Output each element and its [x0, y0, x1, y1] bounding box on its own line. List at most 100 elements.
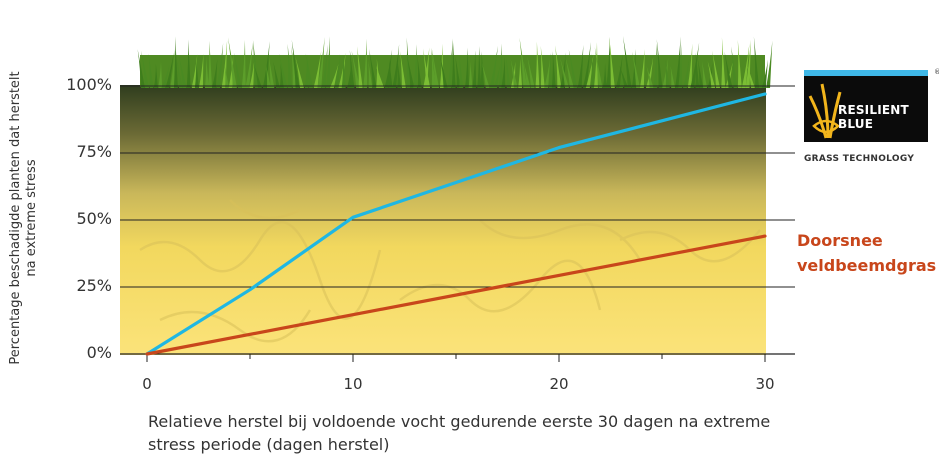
grass-blade [287, 43, 292, 88]
grass-blade [211, 58, 218, 88]
grass-blade [551, 51, 556, 88]
grass-blade [518, 58, 523, 88]
grass-blade [498, 43, 503, 88]
logo-line2: BLUE [838, 117, 874, 131]
logo-line1: RESILIENT [838, 103, 909, 117]
grass-blade [329, 63, 339, 88]
grass-blade [619, 65, 629, 88]
grass-blade [622, 36, 632, 88]
grass-blade [165, 52, 174, 88]
grass-blade [262, 41, 270, 88]
grass-blade [338, 52, 346, 88]
grass-blade [313, 51, 322, 88]
grass-blade [593, 42, 598, 88]
grass-blade [468, 61, 473, 88]
grass-blade [459, 55, 464, 88]
grass-blade [305, 53, 314, 88]
grass-blade [194, 59, 199, 88]
series-label-doorsnee-veldbeemdgras: Doorsnee veldbeemdgras [797, 228, 937, 278]
grass-blade [422, 48, 431, 88]
grass-blade [268, 55, 275, 88]
grass-blade [540, 45, 545, 88]
grass-blade [568, 49, 578, 88]
y-tick-label: 100% [66, 75, 112, 94]
logo-tagline: GRASS TECHNOLOGY [804, 154, 915, 164]
grass-blade [375, 65, 385, 88]
registered-mark: ® [934, 68, 939, 76]
x-tick-label: 20 [549, 375, 569, 393]
grass-blade [397, 57, 402, 88]
grass-blade [304, 54, 309, 88]
grass-blade [170, 49, 175, 88]
grass-blade [493, 65, 500, 88]
grass-blade [228, 37, 237, 88]
grass-blade [753, 36, 760, 88]
grass-blade [388, 59, 393, 88]
series-label-line2: veldbeemdgras [797, 256, 937, 275]
grass-blade [451, 40, 456, 88]
grass-blade [619, 65, 625, 88]
grass-blade [721, 37, 726, 88]
grass-blade [161, 64, 170, 88]
grass-blade [501, 56, 506, 88]
series-line-doorsnee-veldbeemdgras [145, 234, 767, 356]
grass-blade [585, 54, 594, 88]
grass-blade [472, 50, 477, 88]
grass-blade [351, 50, 361, 88]
grass-blade [321, 44, 328, 88]
grass-blade [519, 37, 528, 88]
y-tick-label: 75% [76, 142, 112, 161]
grass-blade [577, 44, 584, 88]
grass-blade [505, 54, 511, 88]
grass-blade [295, 56, 304, 88]
grass-blade [465, 47, 470, 88]
y-axis-label: Percentage beschadigde planten dat herst… [8, 71, 39, 365]
grass-blade [245, 42, 253, 88]
grass-blade [368, 60, 373, 88]
grass-blade [741, 43, 750, 88]
grass-blade [224, 65, 230, 88]
series-line-resilient-blue [145, 92, 767, 356]
grass-blade [701, 60, 708, 88]
grass-blade [176, 56, 183, 88]
grass-blade [431, 47, 436, 88]
grass-blade [477, 46, 482, 88]
grass-blade [325, 36, 330, 88]
grass-blade [591, 53, 596, 88]
grass-blade [368, 48, 377, 88]
grass-blade [178, 55, 187, 88]
grass-blade [606, 36, 611, 88]
x-tick-label: 30 [755, 375, 775, 393]
grass-blade [153, 63, 158, 88]
grass-blade [665, 58, 670, 88]
grass-blade [724, 51, 733, 88]
grass-blade [766, 40, 773, 88]
grass-blade [682, 57, 690, 88]
grass-blade [535, 41, 540, 88]
grass-blade [670, 65, 676, 88]
grass-blade [228, 54, 234, 88]
y-tick-label: 25% [76, 276, 112, 295]
grass-blade [141, 50, 150, 88]
grass-blade [254, 64, 262, 88]
grass-blade [687, 43, 693, 88]
grass-blade [349, 50, 355, 88]
grass-leaf-icon [808, 83, 842, 139]
grass-blade [291, 39, 300, 88]
grass-blade [690, 42, 700, 88]
grass-blade [158, 61, 163, 88]
grass-blade [341, 54, 346, 88]
grass-blade [400, 51, 406, 88]
grass-blade [653, 43, 658, 88]
grass-blade [548, 53, 553, 88]
x-axis [120, 353, 795, 362]
grass-blade [656, 39, 663, 88]
grass-blade [707, 61, 716, 88]
grass-blade [712, 50, 721, 88]
grass-blade [273, 61, 280, 88]
grass-blade [392, 44, 400, 88]
grass-blade [510, 58, 518, 88]
grass-blade [249, 61, 255, 88]
grass-blade [527, 56, 535, 88]
